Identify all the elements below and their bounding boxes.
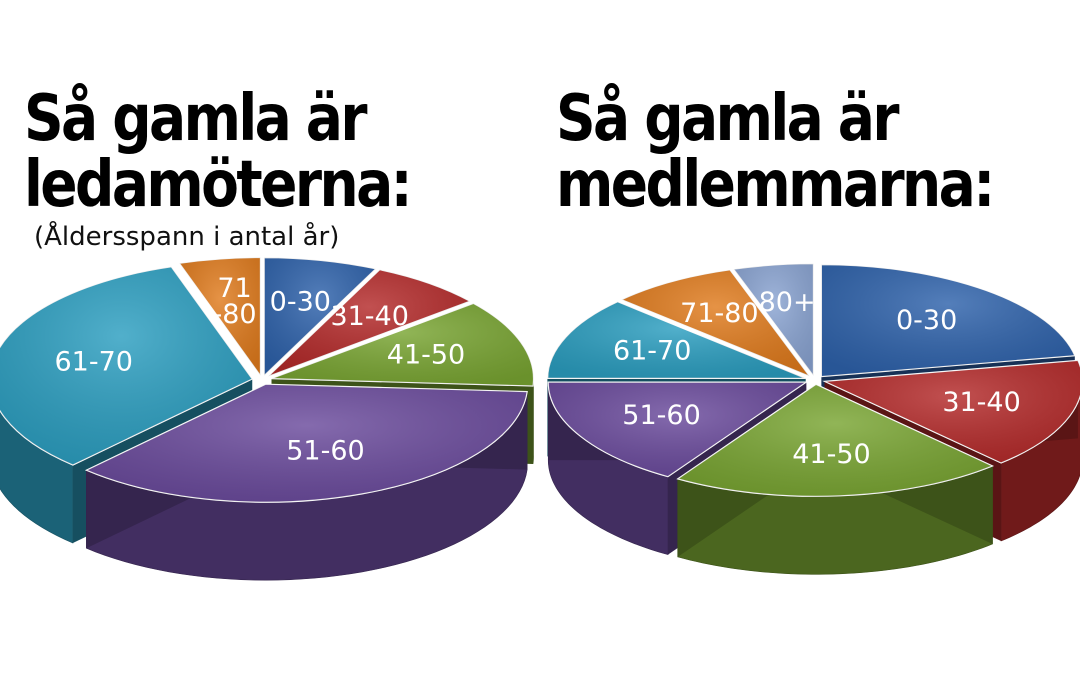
pie-chart-ledamoterna: 0-30 31-40 41-50 51-60 61-70 71 -80 [0, 256, 535, 581]
pie-slice-gloss [821, 264, 1075, 377]
pie-slice-gloss [548, 382, 807, 477]
pie-slice-label: 41-50 [387, 340, 465, 371]
pie-slice-gloss [268, 269, 471, 377]
pie-slice-label: 61-70 [54, 347, 132, 378]
title-line-1: Så gamla är [24, 82, 367, 156]
pie-slice-gloss [677, 384, 993, 497]
pie-slice-gloss [0, 266, 253, 466]
pie-slice-label: 41-50 [792, 439, 870, 470]
pie-chart-medlemmarna: 0-30 31-40 41-50 51-60 61-70 71-80 80+ [547, 263, 1080, 575]
pie-slice-label: 0-30 [270, 286, 331, 317]
pie-slice-label: 31-40 [330, 301, 408, 332]
pie-slice-label: 31-40 [942, 387, 1020, 418]
pie-slice-gloss [264, 257, 376, 376]
pie-slice-gloss [271, 303, 534, 387]
pie-slice-gloss [824, 360, 1080, 463]
title-line-2: ledamöterna: [24, 148, 413, 222]
pie-slice-gloss [86, 384, 528, 503]
pie-slice-label: 0-30 [896, 305, 957, 336]
pie-slice-gloss [179, 257, 261, 376]
pie-slice-gloss [733, 263, 814, 376]
pie-slice-gloss [621, 269, 810, 377]
pie-slice-label: 61-70 [613, 336, 691, 367]
chart-subtitle: (Åldersspann i antal år) [34, 222, 340, 252]
pie-slice-label: 71-80 [212, 272, 256, 329]
chart-title-ledamoterna: Så gamla är ledamöterna: [24, 82, 413, 222]
pie-slice-label: 51-60 [622, 400, 700, 431]
chart-title-medlemmarna: Så gamla är medlemmarna: [556, 82, 995, 222]
pie-slice-label: 51-60 [286, 436, 364, 467]
pie-slice-label: 71-80 [680, 298, 758, 329]
title-line-1: Så gamla är [556, 82, 899, 156]
pie-slice-gloss [547, 301, 806, 379]
pie-slice-side [532, 376, 534, 465]
pie-slice-label: 80+ [759, 287, 816, 318]
title-line-2: medlemmarna: [556, 148, 995, 222]
